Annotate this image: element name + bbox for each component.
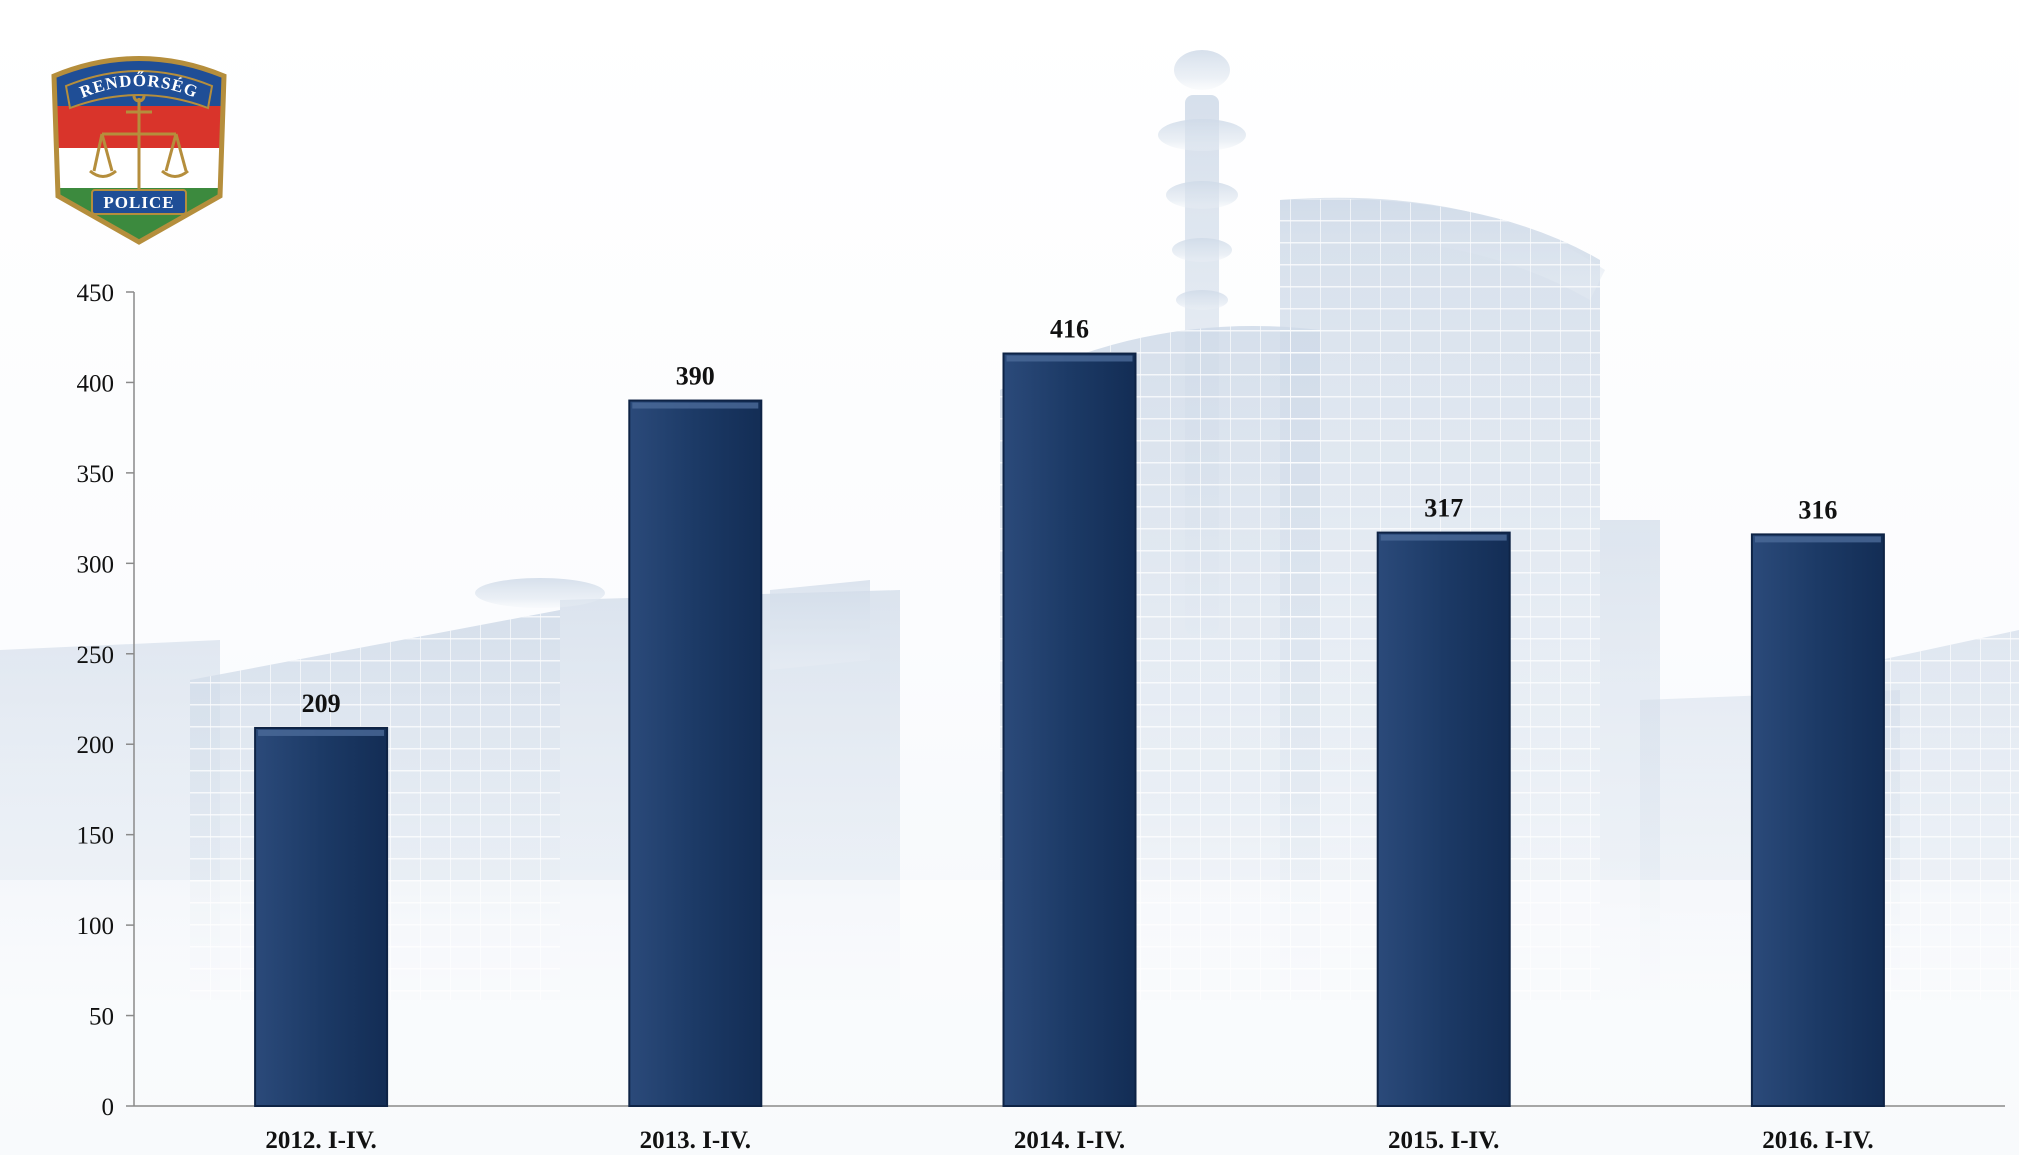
y-tick-label: 0: [102, 1094, 115, 1121]
bar: [1002, 352, 1137, 1108]
data-labels: 209 390 416 317 316: [302, 315, 1838, 718]
x-axis: 2012. I-IV. 2013. I-IV. 2014. I-IV. 2015. I…: [134, 1105, 2005, 1154]
y-tick-label: 350: [77, 461, 115, 488]
y-tick-label: 400: [77, 370, 115, 397]
police-logo: RENDŐRSÉG POLICE: [51, 56, 227, 245]
bar: [1376, 531, 1511, 1107]
data-label: 316: [1798, 495, 1837, 524]
bar-bevel: [258, 729, 385, 736]
y-tick-label: 200: [77, 732, 115, 759]
bar-bevel: [632, 402, 759, 409]
bar: [1750, 533, 1885, 1107]
y-axis: 0 50 100 150 200 250 300 350 400 450: [77, 280, 135, 1121]
y-tick-label: 50: [89, 1004, 114, 1031]
bar-series: [254, 352, 1885, 1108]
y-tick-label: 450: [77, 280, 115, 307]
bar-bevel: [1754, 536, 1881, 543]
x-category-label: 2015. I-IV.: [1388, 1127, 1499, 1154]
y-tick-label: 150: [77, 823, 115, 850]
y-tick-label: 100: [77, 913, 115, 940]
x-category-label: 2012. I-IV.: [265, 1127, 376, 1154]
data-label: 209: [302, 689, 341, 718]
y-tick-label: 250: [77, 642, 115, 669]
bar: [254, 726, 389, 1107]
bar-bevel: [1006, 355, 1133, 362]
x-category-label: 2013. I-IV.: [640, 1127, 751, 1154]
bar: [628, 399, 763, 1107]
logo-bottom-text: POLICE: [103, 193, 174, 212]
data-label: 317: [1424, 494, 1463, 523]
y-tick-label: 300: [77, 551, 115, 578]
bar-bevel: [1380, 534, 1507, 541]
x-category-label: 2014. I-IV.: [1014, 1127, 1125, 1154]
x-category-label: 2016. I-IV.: [1762, 1127, 1873, 1154]
data-label: 390: [676, 362, 715, 391]
data-label: 416: [1050, 315, 1089, 344]
